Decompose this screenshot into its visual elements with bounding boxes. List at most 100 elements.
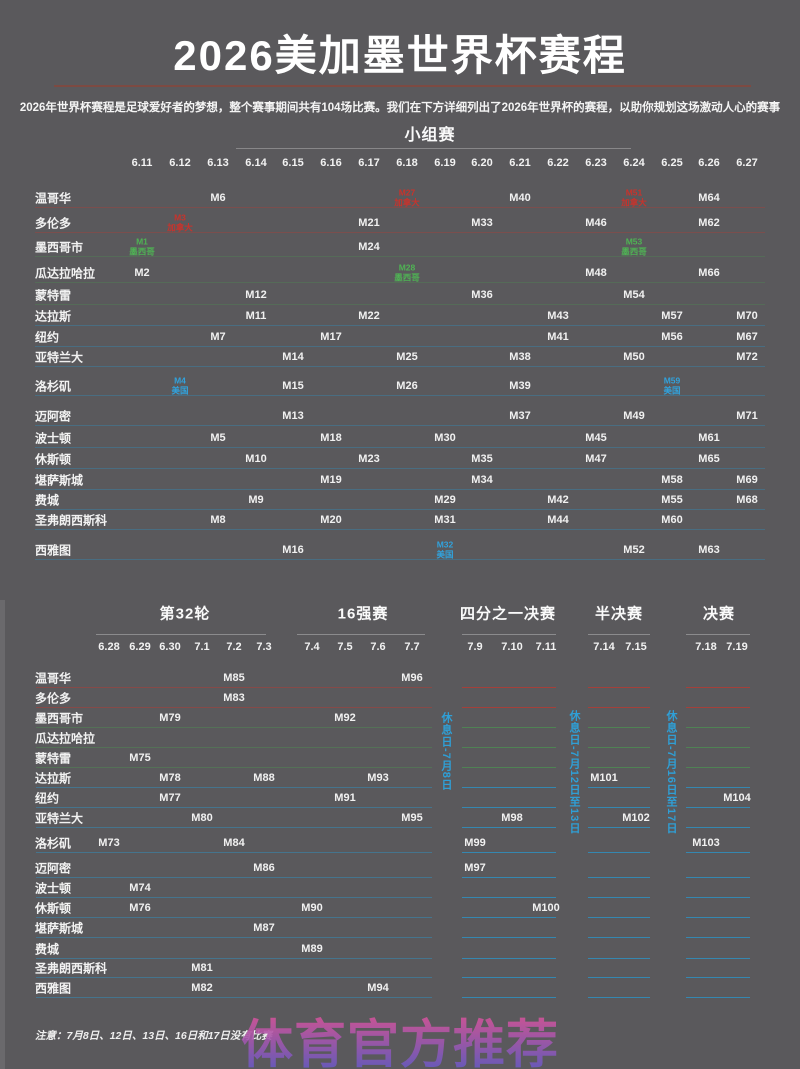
date-label: 7.3 <box>256 641 272 653</box>
row-line <box>36 877 432 878</box>
row-line <box>36 917 432 918</box>
section-rule <box>96 634 266 635</box>
city-label: 洛杉矶 <box>35 836 72 851</box>
host-country: 美国 <box>171 385 189 395</box>
match-label: M22 <box>358 310 380 322</box>
row-line <box>588 917 650 918</box>
date-label: 6.30 <box>159 641 181 653</box>
row-line <box>35 395 765 396</box>
row-line <box>588 687 650 688</box>
date-label: 7.1 <box>194 641 210 653</box>
row-line <box>588 747 650 748</box>
match-label: M82 <box>191 982 213 994</box>
city-label: 西雅图 <box>35 981 72 996</box>
section-rule <box>588 634 650 635</box>
row-line <box>462 827 556 828</box>
date-label: 6.21 <box>509 157 531 169</box>
match-label: M62 <box>698 217 720 229</box>
row-line <box>462 747 556 748</box>
city-label: 多伦多 <box>35 691 72 706</box>
row-line <box>686 767 750 768</box>
match-label: M17 <box>320 331 342 343</box>
city-label: 迈阿密 <box>35 861 72 876</box>
row-line <box>462 877 556 878</box>
row-line <box>588 997 650 998</box>
match-label: M66 <box>698 267 720 279</box>
row-line <box>462 852 556 853</box>
row-line <box>36 747 432 748</box>
date-label: 6.22 <box>547 157 569 169</box>
row-line <box>462 727 556 728</box>
date-label: 6.24 <box>623 157 645 169</box>
date-label: 7.14 <box>593 641 615 653</box>
match-label: M15 <box>282 380 304 392</box>
host-country: 加拿大 <box>167 222 193 232</box>
section-title: 决赛 <box>702 605 736 623</box>
group-stage-rule <box>236 148 631 149</box>
row-line <box>35 304 765 305</box>
city-label: 迈阿密 <box>35 409 72 424</box>
row-line <box>686 747 750 748</box>
date-label: 7.18 <box>695 641 717 653</box>
date-label: 7.7 <box>404 641 420 653</box>
match-label: M102 <box>622 812 650 824</box>
match-label: M26 <box>396 380 418 392</box>
match-label: M103 <box>692 837 720 849</box>
date-label: 7.11 <box>535 641 557 653</box>
match-label: M29 <box>434 494 456 506</box>
city-label: 费城 <box>35 493 60 508</box>
row-line <box>686 937 750 938</box>
match-label: M72 <box>736 351 758 363</box>
host-country: 加拿大 <box>621 197 647 207</box>
match-label: M39 <box>509 380 531 392</box>
match-label: M73 <box>98 837 120 849</box>
match-label: M16 <box>282 544 304 556</box>
row-line <box>35 425 765 426</box>
match-label: M12 <box>245 289 267 301</box>
match-label: M96 <box>401 672 423 684</box>
match-label: M23 <box>358 453 380 465</box>
city-label: 蒙特雷 <box>35 751 72 766</box>
row-line <box>686 897 750 898</box>
host-country: 墨西哥 <box>129 246 155 256</box>
date-label: 7.19 <box>726 641 748 653</box>
row-line <box>35 509 765 510</box>
match-label: M91 <box>334 792 356 804</box>
host-match-label: M59 美国 <box>663 376 680 396</box>
match-label: M99 <box>464 837 486 849</box>
row-line <box>35 346 765 347</box>
row-line <box>35 366 765 367</box>
row-line <box>686 707 750 708</box>
row-line <box>462 937 556 938</box>
match-number: M27 <box>398 187 416 198</box>
row-line <box>686 727 750 728</box>
match-label: M5 <box>210 432 226 444</box>
match-label: M2 <box>134 267 150 279</box>
match-label: M50 <box>623 351 645 363</box>
city-label: 瓜达拉哈拉 <box>35 731 96 746</box>
host-country: 墨西哥 <box>394 272 420 282</box>
date-label: 6.26 <box>698 157 720 169</box>
row-line <box>36 687 432 688</box>
match-label: M35 <box>471 453 493 465</box>
match-label: M89 <box>301 943 323 955</box>
city-label: 西雅图 <box>35 543 72 558</box>
row-line <box>36 958 432 959</box>
match-label: M71 <box>736 410 758 422</box>
match-label: M20 <box>320 514 342 526</box>
date-label: 7.15 <box>625 641 647 653</box>
match-label: M10 <box>245 453 267 465</box>
match-label: M19 <box>320 474 342 486</box>
match-label: M81 <box>191 962 213 974</box>
row-line <box>686 787 750 788</box>
row-line <box>686 807 750 808</box>
row-line <box>686 827 750 828</box>
match-label: M44 <box>547 514 569 526</box>
match-label: M101 <box>590 772 618 784</box>
row-line <box>462 807 556 808</box>
rest-day-label: 休息日-7月12日至13日 <box>568 710 580 835</box>
city-label: 波士顿 <box>35 431 72 446</box>
section-title: 16强赛 <box>337 605 389 623</box>
city-label: 亚特兰大 <box>35 350 84 365</box>
row-line <box>462 997 556 998</box>
